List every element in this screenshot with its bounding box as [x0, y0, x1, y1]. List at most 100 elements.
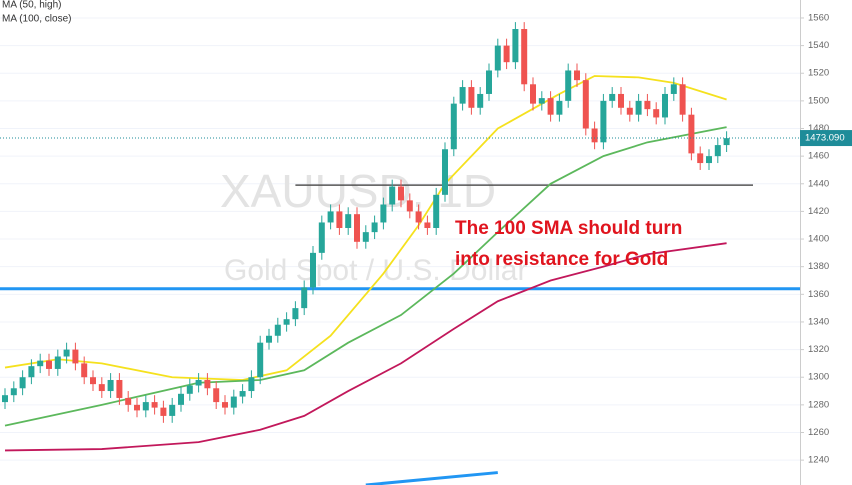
- candle-body: [169, 404, 176, 416]
- candle-body: [142, 402, 149, 411]
- y-tick-label: 1480: [808, 123, 829, 134]
- candle-body: [371, 222, 378, 233]
- candle-body: [354, 214, 360, 242]
- y-tick-label: 1280: [808, 399, 829, 410]
- y-tick-label: 1360: [808, 289, 829, 300]
- candle-body: [28, 366, 35, 378]
- candle-body: [697, 153, 704, 164]
- candle-body: [503, 45, 510, 63]
- level-line: [365, 471, 498, 485]
- candle-body: [81, 363, 88, 378]
- y-tick-label: 1420: [808, 206, 829, 217]
- candle-body: [582, 80, 589, 129]
- candle-body: [151, 402, 158, 408]
- candle-body: [116, 379, 123, 398]
- candle-body: [107, 379, 114, 392]
- candle-body: [415, 211, 422, 223]
- y-tick-label: 1260: [808, 427, 829, 438]
- last-price-label: 1473.090: [805, 133, 845, 144]
- y-tick-label: 1320: [808, 344, 829, 355]
- candle-body: [345, 214, 352, 228]
- legend-entry: MA (100, close): [2, 14, 71, 25]
- candle-body: [46, 360, 52, 369]
- candle-body: [662, 93, 668, 118]
- y-tick-label: 1500: [808, 95, 829, 106]
- candle-body: [521, 29, 528, 85]
- candle-body: [266, 335, 272, 343]
- candle-body: [494, 45, 501, 71]
- candle-body: [37, 360, 44, 367]
- candle-body: [574, 70, 580, 81]
- candle-body: [679, 84, 686, 115]
- candle-body: [248, 377, 255, 392]
- candle-body: [433, 194, 440, 228]
- candle-body: [442, 149, 448, 195]
- plot: [0, 22, 800, 485]
- candle-body: [222, 402, 228, 408]
- y-tick-label: 1540: [808, 40, 829, 51]
- y-tick-label: 1340: [808, 316, 829, 327]
- annotation: into resistance for Gold: [455, 249, 668, 270]
- candle-body: [459, 87, 466, 104]
- candle-body: [565, 70, 572, 101]
- candle-body: [618, 93, 624, 108]
- candle-body: [125, 397, 132, 405]
- y-axis: 1240 1260 1280 1300 1320 1340 1360 1380 1400 1420…: [800, 12, 852, 466]
- candle-body: [706, 156, 712, 164]
- candle-body: [98, 384, 105, 392]
- candle-body: [556, 100, 563, 115]
- candle-body: [63, 349, 70, 357]
- candle-body: [644, 100, 651, 110]
- candle-body: [274, 324, 281, 336]
- candle-body: [283, 319, 290, 325]
- candle-body: [19, 377, 26, 389]
- candle-body: [626, 107, 633, 115]
- candle-body: [547, 98, 554, 115]
- candle-body: [512, 29, 519, 63]
- candle-body: [204, 379, 211, 389]
- y-tick-label: 1300: [808, 372, 829, 383]
- y-tick-label: 1560: [808, 12, 829, 23]
- candle-body: [714, 145, 721, 157]
- candle-body: [468, 87, 475, 108]
- candle-body: [477, 93, 484, 108]
- candle-body: [160, 407, 167, 416]
- candle-body: [380, 204, 387, 223]
- candle-body: [635, 100, 642, 115]
- candle-body: [530, 84, 536, 104]
- candle-body: [362, 232, 369, 242]
- y-tick-label: 1240: [808, 455, 829, 466]
- candle-body: [486, 70, 492, 94]
- candle-body: [591, 128, 598, 143]
- candle-body: [600, 100, 607, 143]
- candle-body: [10, 388, 17, 396]
- candle-body: [257, 342, 264, 378]
- candle-body: [723, 138, 730, 146]
- candle-body: [301, 287, 308, 309]
- y-tick-label: 1380: [808, 261, 829, 272]
- candle-body: [134, 404, 140, 411]
- candle-body: [90, 377, 96, 385]
- candle-body: [336, 211, 343, 228]
- candle-body: [213, 388, 220, 403]
- candle-body: [318, 222, 325, 253]
- candle-body: [424, 222, 431, 228]
- candle-body: [398, 186, 404, 201]
- grid: [0, 17, 800, 461]
- candle-body: [538, 98, 545, 104]
- candle-body: [2, 395, 8, 403]
- last-price-tag: [800, 130, 852, 147]
- candle-body: [450, 103, 457, 150]
- axis-panel: [800, 0, 852, 485]
- candle-body: [239, 391, 246, 397]
- candle-body: [230, 396, 237, 408]
- candle-body: [292, 308, 299, 320]
- y-tick-label: 1520: [808, 68, 829, 79]
- candle-body: [310, 252, 316, 288]
- candle-body: [178, 393, 184, 405]
- candle-body: [653, 109, 660, 118]
- watermark: XAUUSD, 1D: [220, 165, 496, 217]
- candle-body: [327, 211, 334, 223]
